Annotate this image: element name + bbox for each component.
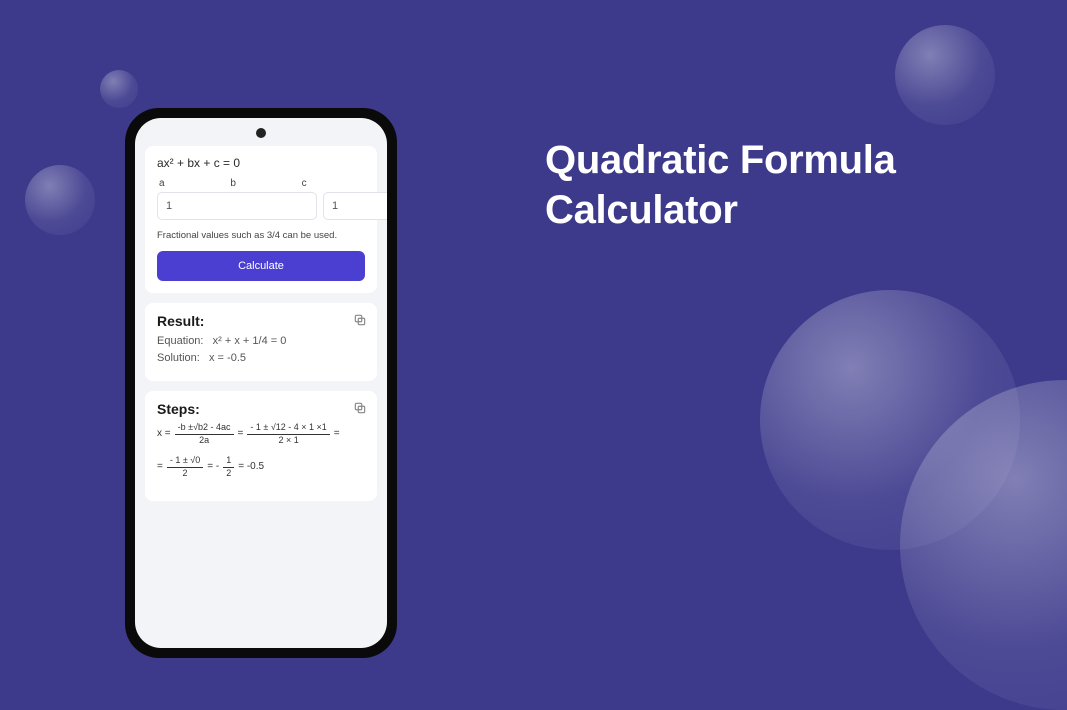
- steps-r2-frac1: - 1 ± √0 2: [167, 456, 203, 479]
- result-solution-label: Solution:: [157, 352, 200, 364]
- result-equation-label: Equation:: [157, 335, 203, 347]
- copy-result-icon[interactable]: [353, 313, 367, 327]
- input-hint: Fractional values such as 3/4 can be use…: [157, 230, 365, 241]
- input-card: ax² + bx + c = 0 a b c Fractional values…: [145, 146, 377, 293]
- coeff-b-label: b: [228, 178, 293, 189]
- result-equation: Equation: x² + x + 1/4 = 0: [157, 335, 365, 347]
- result-equation-value: x² + x + 1/4 = 0: [213, 335, 287, 347]
- coeff-b-input[interactable]: [323, 192, 387, 220]
- calculate-button[interactable]: Calculate: [157, 251, 365, 281]
- result-card: Result: Equation: x² + x + 1/4 = 0 Solut…: [145, 303, 377, 381]
- steps-r2-lead: =: [157, 458, 163, 476]
- steps-r1-frac2: - 1 ± √12 - 4 × 1 ×1 2 × 1: [247, 423, 329, 446]
- steps-row-1: x = -b ±√b2 - 4ac 2a = - 1 ± √12 - 4 × 1…: [157, 423, 365, 446]
- headline-line-1: Quadratic Formula: [545, 135, 896, 185]
- bg-sphere: [25, 165, 95, 235]
- result-solution: Solution: x = -0.5: [157, 352, 365, 364]
- steps-r1-eq1: =: [238, 425, 244, 443]
- steps-r1-lead: x =: [157, 425, 171, 443]
- equation-form-label: ax² + bx + c = 0: [157, 156, 365, 170]
- steps-r2-tail: = -0.5: [238, 458, 264, 476]
- steps-row-2: = - 1 ± √0 2 = - 1 2 = -0.5: [157, 456, 365, 479]
- steps-r1-frac1: -b ±√b2 - 4ac 2a: [175, 423, 234, 446]
- coeff-a-input[interactable]: [157, 192, 317, 220]
- bg-sphere: [895, 25, 995, 125]
- result-title: Result:: [157, 313, 365, 329]
- phone-frame: ax² + bx + c = 0 a b c Fractional values…: [125, 108, 397, 658]
- page-title: Quadratic Formula Calculator: [545, 135, 896, 235]
- steps-r2-eq1: = -: [207, 458, 219, 476]
- phone-screen: ax² + bx + c = 0 a b c Fractional values…: [135, 118, 387, 648]
- steps-card: Steps: x = -b ±√b2 - 4ac 2a = - 1 ± √12 …: [145, 391, 377, 501]
- coeff-c-label: c: [300, 178, 365, 189]
- steps-r1-eq2: =: [334, 425, 340, 443]
- steps-r2-frac2: 1 2: [223, 456, 234, 479]
- steps-title: Steps:: [157, 401, 365, 417]
- bg-sphere: [100, 70, 138, 108]
- copy-steps-icon[interactable]: [353, 401, 367, 415]
- steps-body: x = -b ±√b2 - 4ac 2a = - 1 ± √12 - 4 × 1…: [157, 423, 365, 479]
- result-solution-value: x = -0.5: [209, 352, 246, 364]
- headline-line-2: Calculator: [545, 185, 896, 235]
- coeff-a-label: a: [157, 178, 222, 189]
